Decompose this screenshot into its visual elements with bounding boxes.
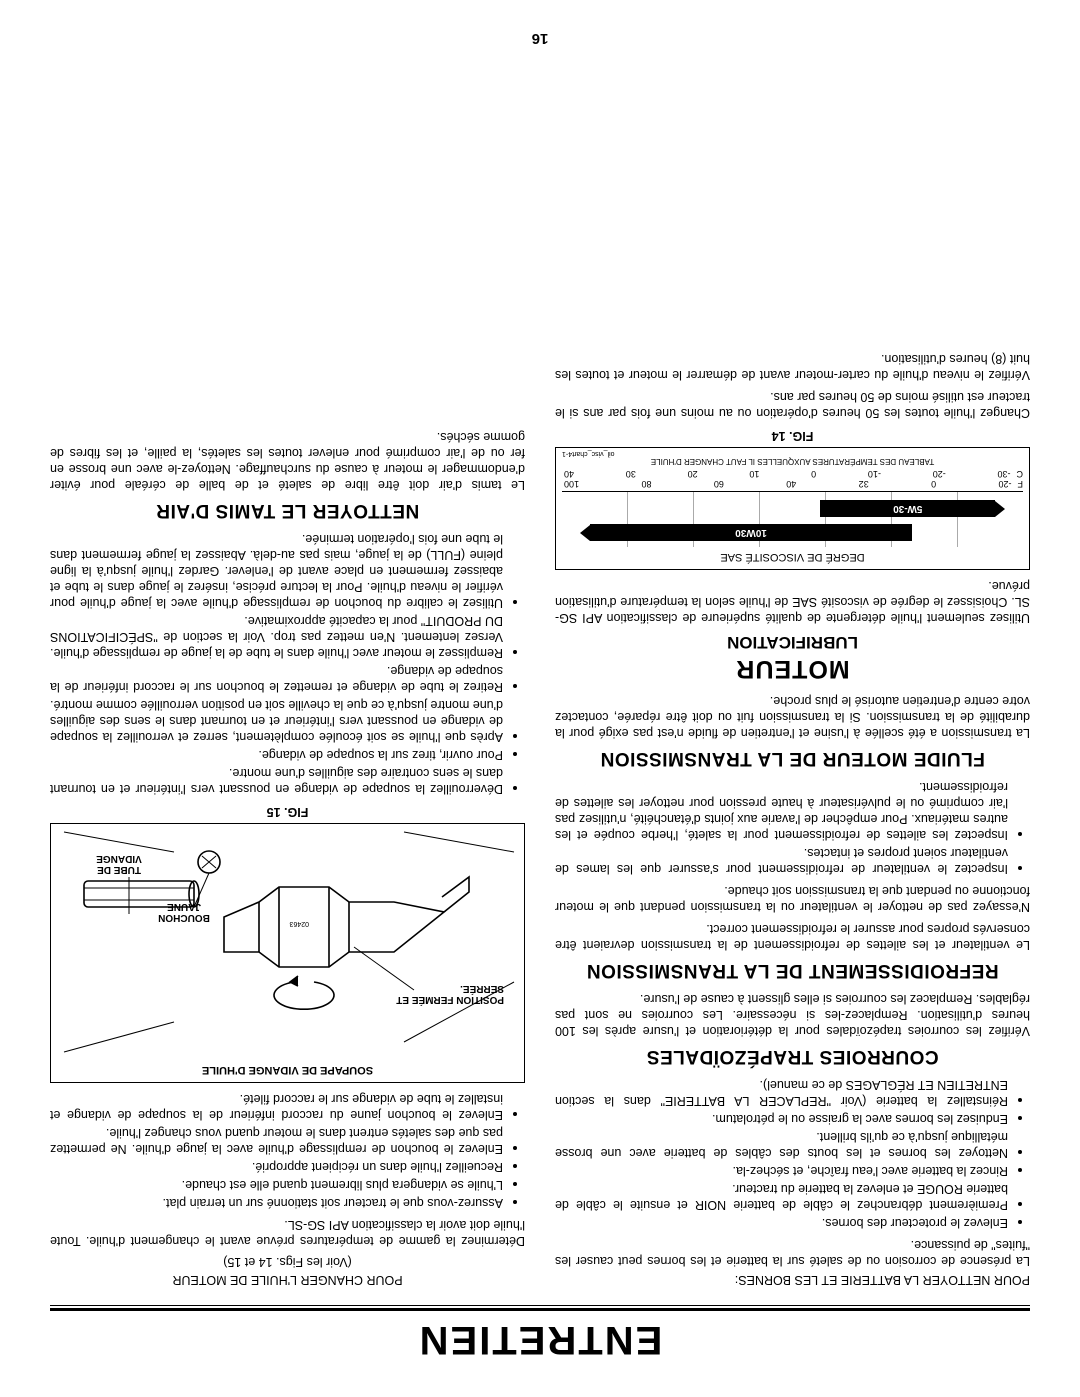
divider-thin (50, 1305, 1030, 1306)
c-tick: -10 (868, 469, 881, 479)
chart-smallprint: oil_visc_chart4-1 (562, 450, 1023, 457)
list-item: Inspectez le ventilateur de refroidissem… (555, 845, 1008, 877)
f-tick: 32 (859, 479, 869, 489)
change-oil-list: Assurez-vous que le tracteur soit statio… (50, 1091, 525, 1211)
label-bouchon: BOUCHON JAUNE (144, 901, 224, 922)
label-tube: TUBE DE VIDANGE (79, 853, 159, 874)
clean-battery-head: POUR NETTOYER LA BATTERIE ET LES BORNES: (555, 1273, 1030, 1287)
c-label: C (1017, 469, 1024, 479)
vbelts-body: Vérifiez les courroies trapézoïdales pou… (555, 991, 1030, 1039)
f-tick: 80 (641, 479, 651, 489)
label-position: POSITION FERMÉE ET SERRÉE. (384, 983, 504, 1004)
list-item: Enlevez le bouchon de remplissage d'huil… (50, 1125, 503, 1157)
oil-drain-valve-figure: SOUPAPE DE VIDANGE D'HUILE (50, 823, 525, 1083)
list-item: Rincez la batterie avec l'eau fraîche, e… (555, 1163, 1008, 1179)
bar-5w30: 5W-30 (820, 500, 995, 517)
oil-viscosity-chart: DEGRÉ DE VISCOSITÉ SAE 10W30 5W-30 F -20… (555, 447, 1030, 570)
f-tick: 0 (931, 479, 936, 489)
clean-battery-intro: La présence de corrosion ou de saleté su… (555, 1237, 1030, 1269)
list-item: Enlevez le protecteur des bornes. (555, 1215, 1008, 1231)
after-fig-list: Déverrouillez la soupape de vidange en p… (50, 531, 525, 797)
chart-footer: TABLEAU DES TEMPÉRATURES AUXQUELLES IL F… (562, 457, 1023, 466)
page-number: 16 (50, 30, 1030, 47)
change-oil-title: POUR CHANGER L'HUILE DE MOTEUR (50, 1273, 525, 1287)
chart-title: DEGRÉ DE VISCOSITÉ SAE (562, 551, 1023, 563)
fig14-caption: FIG. 14 (555, 429, 1030, 443)
c-tick: -30 (997, 469, 1010, 479)
list-item: Après que l'huile se soit écoulée complè… (50, 697, 503, 745)
cooling-title: REFROIDISSEMENT DE LA TRANSMISSION (555, 959, 1030, 981)
c-tick: 0 (811, 469, 816, 479)
c-tick: 20 (688, 469, 698, 479)
vbelts-title: COURROIES TRAPÉZOÏDALES (555, 1045, 1030, 1067)
list-item: Utilisez le calibre du bouchon de rempli… (50, 531, 503, 611)
c-tick: 30 (626, 469, 636, 479)
change-oil-intro: Déterminez la gamme de températures prév… (50, 1217, 525, 1249)
fluid-title: FLUIDE MOTEUR DE LA TRANSMISSION (555, 747, 1030, 769)
lubrification-title: LUBRIFICATION (555, 632, 1030, 652)
cooling-list: Inspectez le ventilateur de refroidissem… (555, 779, 1030, 877)
c-tick: 10 (749, 469, 759, 479)
page-title: ENTRETIEN (50, 1317, 1030, 1362)
clean-battery-list: Enlevez le protecteur des bornes. Premiè… (555, 1077, 1030, 1231)
after-chart-p1: Changez l'huile toutes les 50 heures d'o… (555, 389, 1030, 421)
list-item: Nettoyez les bornes et les bouts des câb… (555, 1129, 1008, 1161)
cooling-p1: Le ventilateur et les ailettes de refroi… (555, 921, 1030, 953)
list-item: Pour ouvrir, tirez sur la soupape de vid… (50, 747, 503, 763)
list-item: Déverrouillez la soupape de vidange en p… (50, 765, 503, 797)
part-number: 02463 (289, 920, 309, 927)
list-item: Premièrement débranchez le câble de batt… (555, 1181, 1008, 1213)
change-oil-ref: (Voir les Figs. 14 et 15) (50, 1255, 525, 1269)
fig15-caption: FIG. 15 (50, 805, 525, 819)
divider-thick (50, 1308, 1030, 1311)
list-item: L'huile se vidangera plus librement quan… (50, 1177, 503, 1193)
bar-10w30: 10W30 (590, 524, 913, 541)
tamis-title: NETTOYER LE TAMIS D'AIR (50, 499, 525, 521)
f-tick: 40 (786, 479, 796, 489)
list-item: Enduisez les bornes avec la graisse ou l… (555, 1111, 1008, 1127)
c-tick: -20 (933, 469, 946, 479)
moteur-title: MOTEUR (555, 654, 1030, 683)
fluid-body: La transmission a été scellée à l'usine … (555, 693, 1030, 741)
list-item: Remplissez le moteur avec l'huile dans l… (50, 613, 503, 661)
f-tick: 60 (714, 479, 724, 489)
left-column: POUR NETTOYER LA BATTERIE ET LES BORNES:… (555, 55, 1030, 1291)
f-tick: 100 (564, 479, 579, 489)
list-item: Assurez-vous que le tracteur soit statio… (50, 1195, 503, 1211)
right-column: POUR CHANGER L'HUILE DE MOTEUR (Voir les… (50, 55, 525, 1291)
cooling-p2: N'essayez pas de nettoyer le ventilateur… (555, 883, 1030, 915)
list-item: Inspectez les ailettes de refroidissemen… (555, 779, 1008, 843)
after-chart-p2: Vérifiez le niveau d'huile du carter-mot… (555, 351, 1030, 383)
f-tick: -20 (998, 479, 1011, 489)
c-tick: 40 (564, 469, 574, 479)
lub-body: Utilisez seulement l'huile détergente de… (555, 578, 1030, 626)
list-item: Retirez le tube de vidange et remettez l… (50, 663, 503, 695)
f-label: F (1018, 479, 1024, 489)
list-item: Réinstallez la batterie (Voir "REPLACER … (555, 1077, 1008, 1109)
tamis-body: Le tamis d'air doit être libre de saleté… (50, 429, 525, 493)
list-item: Enlevez le bouchon jaune du raccord infé… (50, 1091, 503, 1123)
list-item: Recueillez l'huile dans un récipient app… (50, 1159, 503, 1175)
